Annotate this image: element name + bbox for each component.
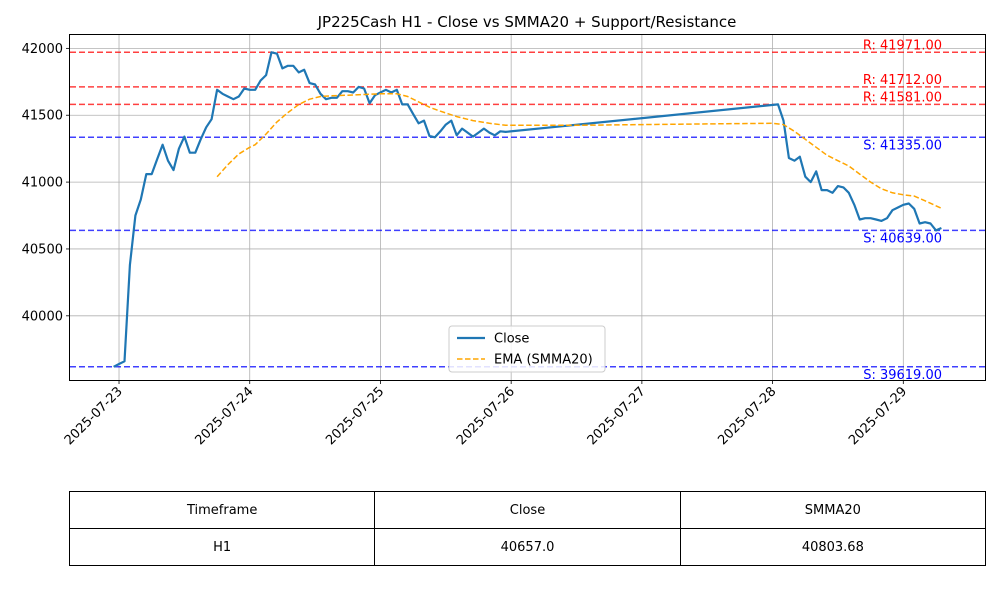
resistance-label: R: 41581.00 xyxy=(863,90,942,105)
summary-cell-close: 40657.0 xyxy=(374,528,681,566)
x-tick-label: 2025-07-29 xyxy=(846,384,910,448)
x-tick-label: 2025-07-28 xyxy=(715,384,779,448)
legend-label: Close xyxy=(494,332,529,347)
summary-cell-smma20: 40803.68 xyxy=(679,528,987,566)
legend: Close EMA (SMMA20) xyxy=(448,325,606,373)
series-line-smma20 xyxy=(216,93,942,209)
legend-box xyxy=(448,325,606,373)
resistance-label: R: 41971.00 xyxy=(863,38,942,53)
series-line-close xyxy=(113,51,942,368)
summary-table-header-row: Timeframe Close SMMA20 xyxy=(68,491,987,529)
x-tick-label: 2025-07-25 xyxy=(323,384,387,448)
x-tick-label: 2025-07-26 xyxy=(454,384,518,448)
chart-svg: JP225Cash H1 - Close vs SMMA20 + Support… xyxy=(22,13,986,448)
y-tick-label: 41000 xyxy=(22,176,63,191)
summary-cell-timeframe: H1 xyxy=(68,528,376,566)
y-tick-label: 42000 xyxy=(22,42,63,57)
summary-header-close: Close xyxy=(374,491,681,529)
x-tick-label: 2025-07-24 xyxy=(193,384,257,448)
y-tick-label: 40500 xyxy=(22,242,63,257)
support-label: S: 39619.00 xyxy=(863,368,942,383)
legend-label: EMA (SMMA20) xyxy=(494,353,593,368)
summary-table-row: H1 40657.0 40803.68 xyxy=(68,528,987,566)
x-tick-label: 2025-07-27 xyxy=(585,384,649,448)
summary-header-smma20: SMMA20 xyxy=(679,491,987,529)
resistance-label: R: 41712.00 xyxy=(863,73,942,88)
plot-frame xyxy=(69,34,986,381)
summary-header-timeframe: Timeframe xyxy=(68,491,376,529)
summary-table: Timeframe Close SMMA20 H1 40657.0 40803.… xyxy=(68,491,987,566)
y-tick-label: 40000 xyxy=(22,309,63,324)
y-tick-label: 41500 xyxy=(22,109,63,124)
support-label: S: 41335.00 xyxy=(863,138,942,153)
chart-title: JP225Cash H1 - Close vs SMMA20 + Support… xyxy=(317,13,737,31)
x-tick-label: 2025-07-23 xyxy=(62,384,126,448)
support-label: S: 40639.00 xyxy=(863,231,942,246)
